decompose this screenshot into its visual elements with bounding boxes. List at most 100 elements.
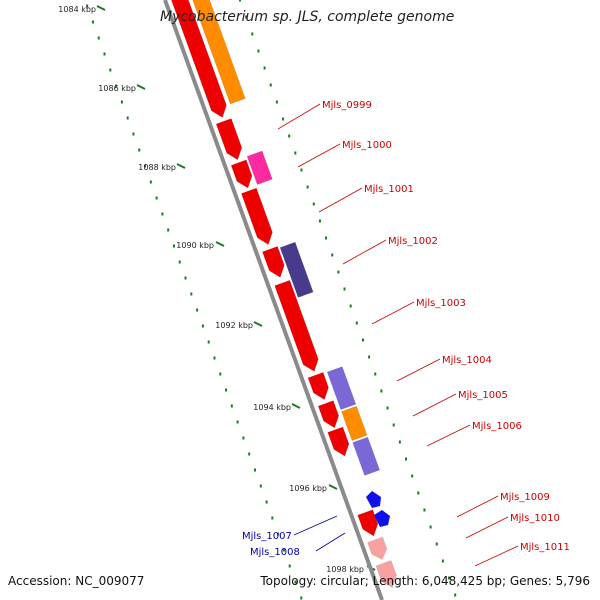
track-dot	[368, 355, 371, 359]
scale-dot	[219, 372, 222, 376]
track-dot	[374, 372, 377, 376]
scale-dot	[161, 212, 164, 216]
scale-tick	[96, 5, 106, 11]
gene-arrow	[357, 509, 379, 537]
scale-dot	[126, 116, 129, 120]
gene-box-magenta	[246, 150, 273, 185]
scale-dot	[115, 84, 118, 88]
track-dot	[405, 457, 408, 461]
scale-dot	[207, 340, 210, 344]
scale-dot	[144, 164, 147, 168]
gene-box-orange	[341, 405, 368, 441]
gene-arrow	[307, 372, 329, 400]
gene-label-mjls-1006[interactable]: Mjls_1006	[472, 421, 522, 432]
gene-label-mjls-1010[interactable]: Mjls_1010	[510, 513, 560, 524]
gene-arrow	[215, 118, 243, 161]
genome-title: Mycobacterium sp. JLS, complete genome	[160, 9, 455, 25]
scale-dot	[248, 452, 251, 456]
track-dot	[355, 321, 358, 325]
track-dot	[325, 236, 328, 240]
scale-label: 1094 kbp	[253, 403, 291, 412]
gene-label-mjls-1005[interactable]: Mjls_1005	[458, 390, 508, 401]
track-dot	[288, 134, 291, 138]
track-dot	[263, 66, 266, 70]
scale-dot	[196, 308, 199, 312]
track-dot	[448, 576, 451, 580]
scale-dot	[132, 132, 135, 136]
track-dot	[251, 32, 254, 36]
leader-line	[465, 516, 509, 539]
track-dot	[441, 559, 444, 563]
scale-label: 1086 kbp	[98, 84, 136, 93]
track-dot	[398, 440, 401, 444]
scale-label: 1090 kbp	[176, 241, 214, 250]
track-dot	[282, 117, 285, 121]
scale-label: 1092 kbp	[215, 321, 253, 330]
gene-label-mjls-1008[interactable]: Mjls_1008	[250, 547, 300, 558]
leader-line	[396, 358, 441, 382]
gene-arrow	[367, 536, 388, 560]
track-dot	[306, 185, 309, 189]
track-dot	[239, 0, 241, 2]
genome-summary-text: Topology: circular; Length: 6,048,425 bp…	[260, 574, 590, 588]
gene-label-mjls-1001[interactable]: Mjls_1001	[364, 184, 414, 195]
scale-dot	[259, 484, 262, 488]
scale-dot	[265, 500, 268, 504]
gene-label-mjls-1003[interactable]: Mjls_1003	[416, 298, 466, 309]
leader-line	[293, 515, 338, 536]
scale-label: 1098 kbp	[326, 565, 364, 574]
scale-dot	[190, 292, 193, 296]
scale-dot	[184, 276, 187, 280]
gene-label-mjls-1007[interactable]: Mjls_1007	[242, 531, 292, 542]
gene-label-mjls-1004[interactable]: Mjls_1004	[442, 355, 492, 366]
scale-ticks	[86, 0, 457, 600]
scale-dot	[230, 404, 233, 408]
scale-dot	[282, 548, 285, 552]
genome-backbone	[163, 0, 384, 600]
leader-line	[371, 301, 415, 325]
track-dot	[429, 525, 432, 529]
gene-box-darkpurple	[279, 241, 314, 298]
accession-text: Accession: NC_009077	[8, 574, 145, 588]
scale-tick	[136, 84, 146, 90]
gene-box-lavender	[326, 366, 357, 410]
gene-arrow	[230, 159, 253, 189]
gene-label-mjls-1011[interactable]: Mjls_1011	[520, 542, 570, 553]
scale-dot	[178, 260, 181, 264]
scale-tick	[176, 163, 186, 169]
gene-label-mjls-0999[interactable]: Mjls_0999	[322, 100, 372, 111]
scale-tick	[291, 403, 301, 409]
gene-box-lavender	[352, 436, 380, 476]
gene-label-texts: Mjls_0999 Mjls_1000 Mjls_1001 Mjls_1002 …	[242, 100, 570, 558]
track-dot	[257, 49, 260, 53]
track-dot	[300, 168, 303, 172]
gene-label-mjls-1009[interactable]: Mjls_1009	[500, 492, 550, 503]
gene-labels	[277, 103, 519, 567]
gene-label-mjls-1000[interactable]: Mjls_1000	[342, 140, 392, 151]
track-dot	[312, 202, 315, 206]
gene-arrow	[262, 246, 285, 278]
scale-dot	[288, 564, 291, 568]
scale-dot	[253, 468, 256, 472]
gene-features	[171, 0, 397, 589]
scale-dot	[155, 196, 158, 200]
scale-dot	[167, 228, 170, 232]
gene-arrow	[375, 560, 397, 589]
gene-arrow	[241, 187, 273, 245]
gene-label-mjls-1002[interactable]: Mjls_1002	[388, 236, 438, 247]
track-dot	[349, 304, 352, 308]
track-dot	[392, 423, 395, 427]
gene-arrow	[317, 400, 340, 429]
scale-label: 1088 kbp	[138, 163, 176, 172]
gene-box-orange	[192, 0, 246, 105]
gene-arrow	[171, 0, 227, 118]
gene-reverse	[374, 510, 390, 527]
scale-dot	[294, 580, 297, 584]
scale-dot	[236, 420, 239, 424]
gene-arrow	[327, 426, 350, 457]
leader-line	[277, 103, 321, 130]
scale-dot	[242, 436, 245, 440]
track-dot	[386, 406, 389, 410]
scale-dot	[97, 36, 100, 40]
